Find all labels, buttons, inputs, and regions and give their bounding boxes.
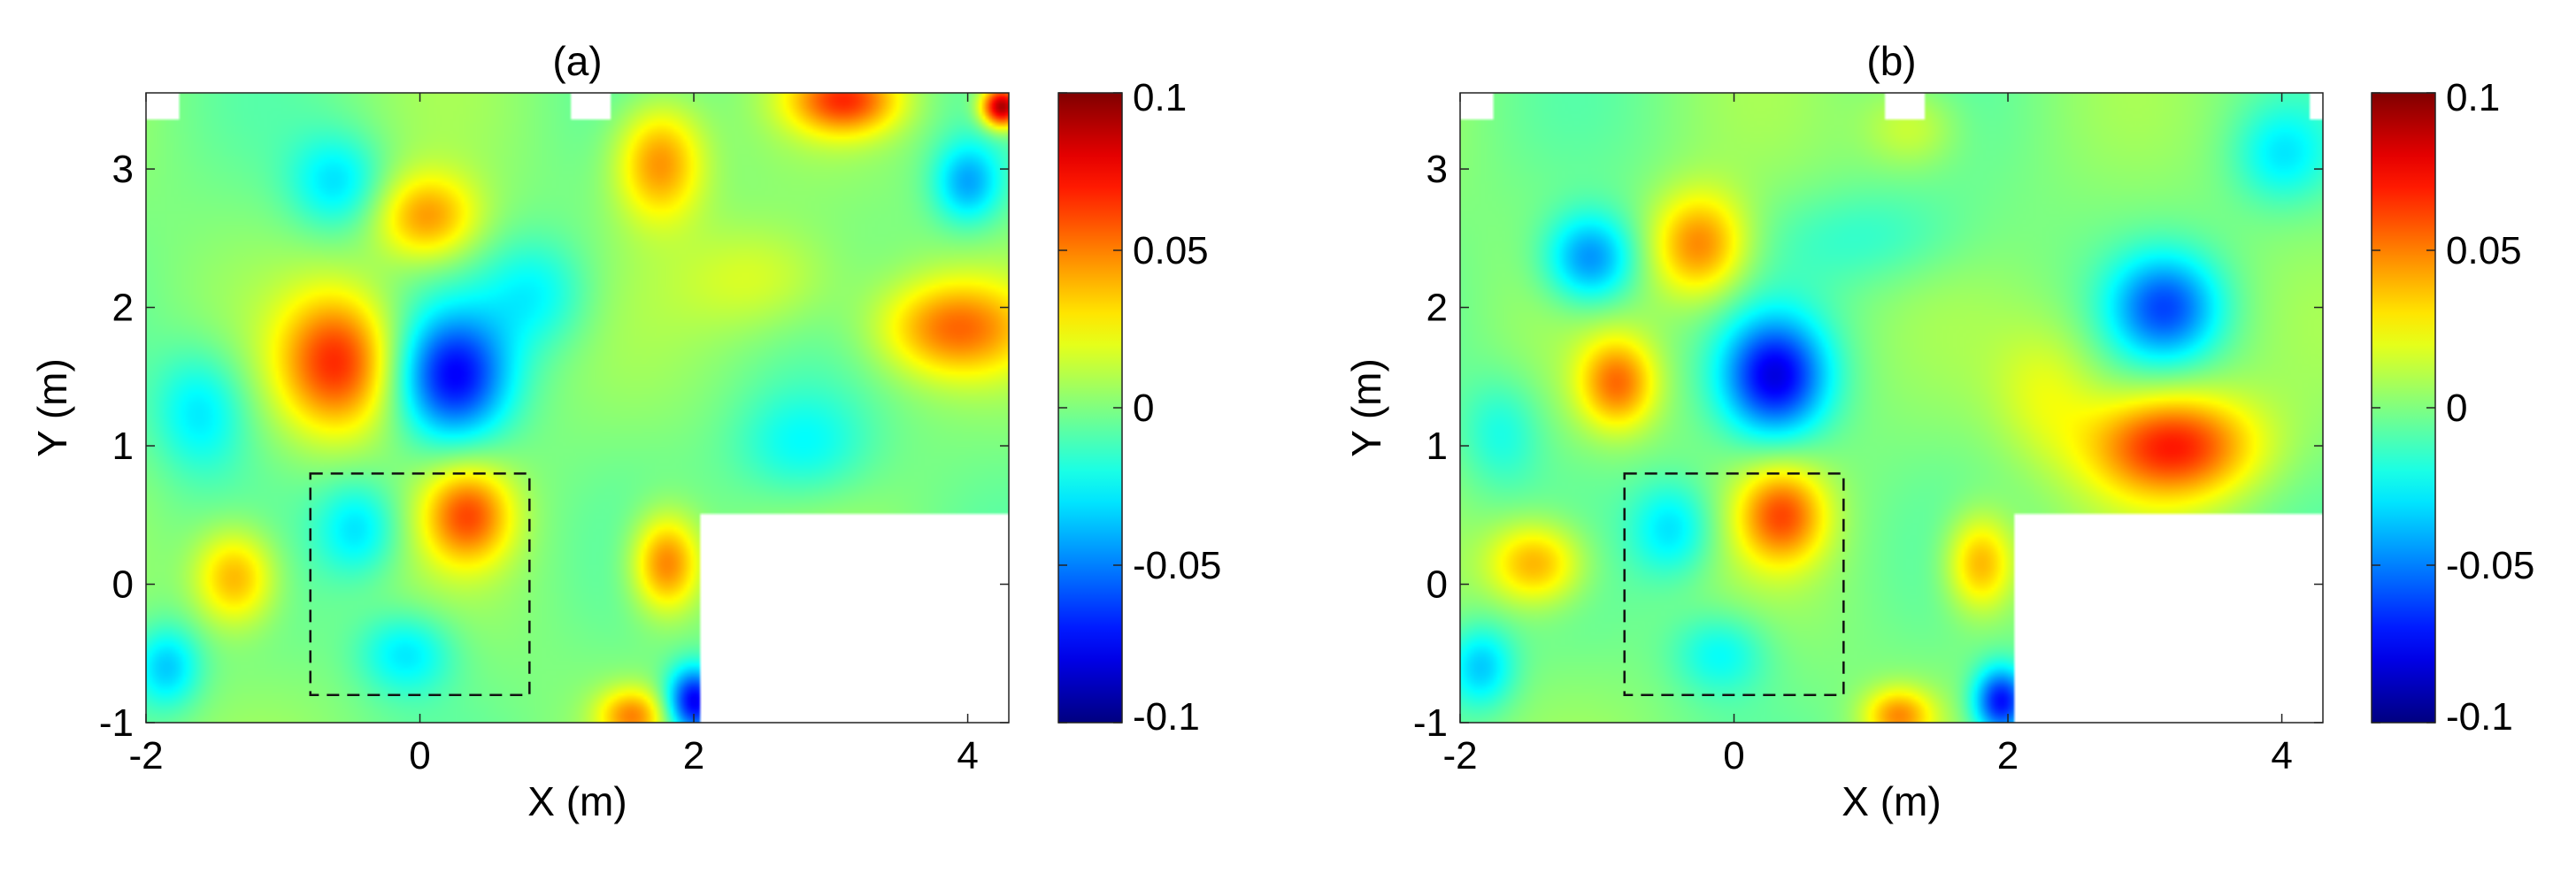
- colorbar-tick-label: -0.05: [1133, 544, 1221, 587]
- y-axis-label: Y (m): [29, 358, 75, 457]
- colorbar-tick-label: 0.1: [1133, 76, 1187, 119]
- x-tick-label: -2: [128, 734, 163, 777]
- x-tick-label: 0: [409, 734, 430, 777]
- colorbar-tick-label: 0: [2446, 387, 2467, 430]
- x-tick-label: 0: [1723, 734, 1744, 777]
- panel-a: -2 0 2 4 -1 0 1 2 3 (a) X (m) Y (m) 0.1 0.05 0 -0.05 -0.…: [29, 38, 1221, 824]
- colorbar-tick-label: 0.05: [2446, 229, 2522, 272]
- colorbar-tick-label: -0.05: [2446, 544, 2534, 587]
- y-axis-label: Y (m): [1343, 358, 1389, 457]
- x-tick-label: 4: [957, 734, 978, 777]
- x-axis-label: X (m): [527, 778, 627, 824]
- x-tick-label: 4: [2271, 734, 2292, 777]
- x-tick-label: 2: [683, 734, 704, 777]
- x-axis-label: X (m): [1842, 778, 1941, 824]
- y-tick-label: -1: [99, 701, 134, 745]
- colorbar-tick-label: 0: [1133, 387, 1154, 430]
- x-tick-label: -2: [1442, 734, 1477, 777]
- y-tick-label: 3: [112, 148, 134, 191]
- colorbar-tick-label: 0.05: [1133, 229, 1209, 272]
- y-tick-label: 3: [1426, 148, 1448, 191]
- colorbar: [2371, 92, 2436, 724]
- panel-b: -2 0 2 4 -1 0 1 2 3 (b) X (m) Y (m) 0.1 0.05 0 -0.05 -0.…: [1343, 38, 2534, 824]
- x-tick-label: 2: [1997, 734, 2019, 777]
- y-tick-label: -1: [1413, 701, 1448, 745]
- colorbar-tick-label: 0.1: [2446, 76, 2500, 119]
- plot-frame: [1459, 92, 2324, 724]
- y-tick-label: 2: [112, 287, 134, 330]
- heatmap-field: [1460, 93, 2323, 723]
- colorbar-tick-label: -0.1: [1133, 695, 1200, 739]
- dashed-region-box: [1623, 472, 1845, 696]
- colorbar: [1057, 92, 1123, 724]
- dashed-region-box: [309, 472, 531, 696]
- panel-title: (a): [552, 38, 602, 84]
- y-tick-label: 1: [1426, 425, 1448, 468]
- y-tick-label: 0: [1426, 563, 1448, 607]
- heatmap-field: [146, 93, 1009, 723]
- plot-frame: [145, 92, 1010, 724]
- colorbar-tick-label: -0.1: [2446, 695, 2513, 739]
- panel-title: (b): [1866, 38, 1916, 84]
- y-tick-label: 1: [112, 425, 134, 468]
- y-tick-label: 2: [1426, 287, 1448, 330]
- y-tick-label: 0: [112, 563, 134, 607]
